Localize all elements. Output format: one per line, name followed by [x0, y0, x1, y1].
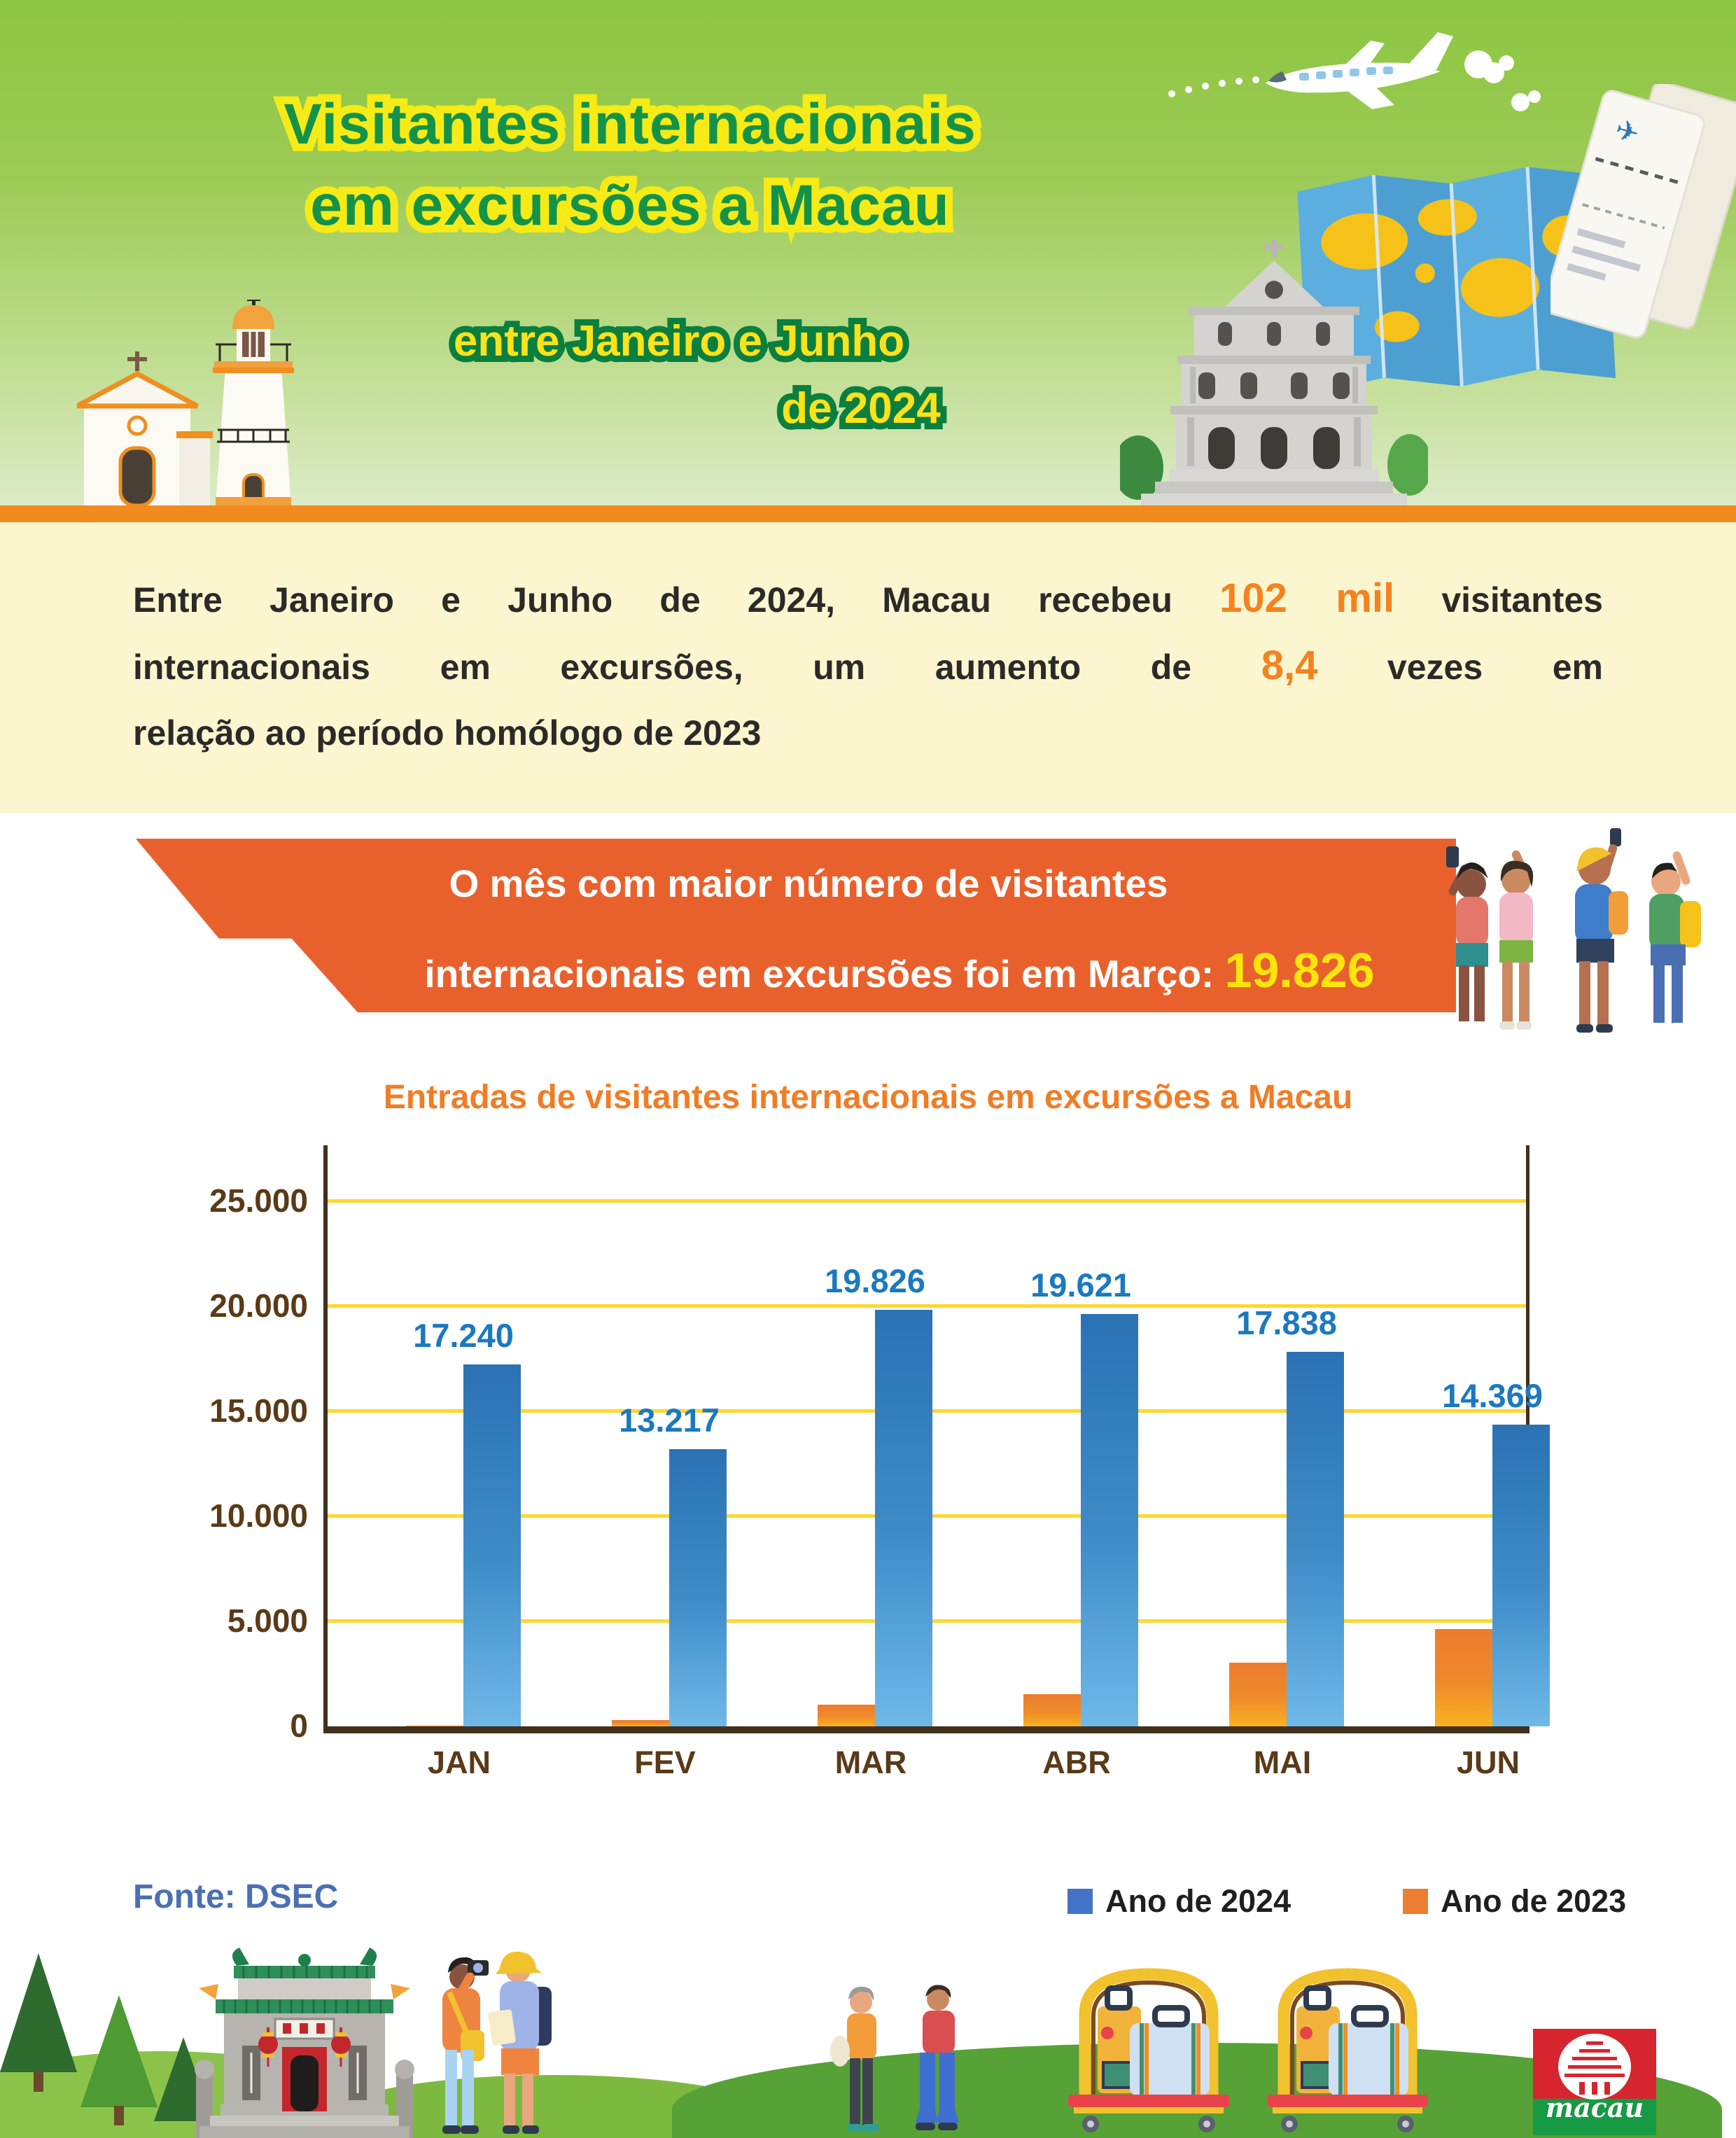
guia-lighthouse-icon — [77, 300, 294, 505]
gridline — [328, 1304, 1526, 1308]
bar-group: 17.838 — [1229, 1145, 1344, 1726]
ruins-of-st-paul-icon — [1120, 239, 1428, 505]
bar-value-label: 13.217 — [619, 1401, 720, 1439]
x-tick-label: MAR — [834, 1745, 907, 1780]
page-subtitle-line-2: de 2024 de 2024 — [775, 378, 947, 439]
y-tick-label: 10.000 — [209, 1497, 308, 1534]
y-tick-label: 15.000 — [209, 1392, 308, 1429]
bar-2024 — [463, 1364, 521, 1726]
y-axis-labels: 25.000 20.000 15.000 10.000 5.000 0 — [105, 1145, 308, 1744]
title-line-1: Visitantes internacionais Visitantes int… — [276, 85, 983, 164]
intro-line-2: internacionais em excursões, um aumento … — [133, 643, 1603, 688]
title-line-2: em excursões a Macau em excursões a Maca… — [302, 166, 956, 245]
bar-2023 — [1229, 1663, 1287, 1726]
legend-item-2024: Ano de 2024 — [1068, 1883, 1291, 1920]
x-tick-label: FEV — [634, 1745, 696, 1780]
bar-2023 — [1023, 1694, 1081, 1726]
legend-swatch-2024 — [1068, 1889, 1093, 1914]
orange-divider — [0, 505, 1736, 522]
legend-label-2023: Ano de 2023 — [1441, 1883, 1627, 1919]
bar-value-label: 19.826 — [825, 1262, 925, 1300]
bar-group: 14.369 — [1435, 1145, 1550, 1726]
source-label: Fonte: DSEC — [133, 1878, 339, 1915]
month-labels: JAN FEV MAR ABR MAI JUN — [323, 1745, 1522, 1787]
bar-2024 — [1081, 1314, 1138, 1726]
y-tick-label: 0 — [290, 1707, 308, 1744]
ama-temple-icon — [195, 1948, 414, 2138]
intro-line-3: relação ao período homólogo de 2023 — [133, 713, 762, 753]
intro-line-1: Entre Janeiro e Junho de 2024, Macau rec… — [133, 575, 1603, 621]
chart-legend: Ano de 2024 Ano de 2023 — [1068, 1883, 1626, 1920]
legend-label-2024: Ano de 2024 — [1105, 1883, 1292, 1919]
y-tick-label: 5.000 — [227, 1602, 308, 1639]
x-tick-label: JAN — [427, 1745, 491, 1780]
x-tick-label: MAI — [1253, 1745, 1312, 1780]
luggage-cart-icon — [1267, 1968, 1428, 2132]
bar-group: 17.240 — [406, 1145, 521, 1726]
page-title: Visitantes internacionais Visitantes int… — [77, 84, 1183, 246]
x-tick-label: JUN — [1456, 1745, 1520, 1780]
bar-2024 — [1287, 1351, 1344, 1726]
bar-group: 19.826 — [818, 1145, 932, 1726]
bar-2024 — [1492, 1424, 1550, 1726]
tourists-selfie-illustration — [1446, 828, 1701, 1033]
macau-logo: macau — [1533, 2029, 1656, 2135]
bar-2024 — [875, 1310, 932, 1726]
banner-highlight-value: 19.826 — [1224, 943, 1375, 998]
bar-group: 13.217 — [612, 1145, 727, 1726]
bar-value-label: 19.621 — [1030, 1266, 1131, 1304]
intro-section: Entre Janeiro e Junho de 2024, Macau rec… — [0, 522, 1736, 813]
banner-line-1: O mês com maior número de visitantes — [449, 862, 1168, 905]
bar-2023 — [1435, 1629, 1492, 1726]
legend-swatch-2023 — [1403, 1889, 1429, 1914]
highlight-102-mil: 102 mil — [1219, 575, 1395, 621]
y-tick-label: 20.000 — [209, 1287, 308, 1324]
bottom-illustration-strip: macau — [0, 1925, 1736, 2138]
highlight-banner: O mês com maior número de visitantes int… — [136, 839, 1456, 1012]
x-tick-label: ABR — [1042, 1745, 1111, 1780]
elderly-couple-icon — [830, 1985, 959, 2132]
intro-paragraph: Entre Janeiro e Junho de 2024, Macau rec… — [133, 566, 1603, 766]
luggage-cart-icon — [1068, 1968, 1229, 2132]
chart-plot: 17.240 13.217 19.826 19.621 17.838 14.369 — [323, 1145, 1550, 1733]
bar-value-label: 17.240 — [413, 1316, 514, 1354]
bar-value-label: 14.369 — [1442, 1376, 1543, 1414]
bar-2023 — [612, 1720, 669, 1726]
banner-line-2: internacionais em excursões foi em Março… — [424, 943, 1375, 998]
gridline — [328, 1199, 1526, 1203]
bar-group: 19.621 — [1023, 1145, 1138, 1726]
flight-tickets-icon: ✈ — [1550, 84, 1736, 339]
page-subtitle-line-1: entre Janeiro e Junho entre Janeiro e Ju… — [447, 311, 911, 372]
legend-item-2023: Ano de 2023 — [1403, 1883, 1626, 1920]
bar-2023 — [818, 1704, 875, 1726]
bar-value-label: 17.838 — [1236, 1304, 1337, 1341]
svg-text:macau: macau — [1546, 2092, 1644, 2123]
chart-title: Entradas de visitantes internacionais em… — [383, 1079, 1353, 1116]
y-tick-label: 25.000 — [209, 1182, 308, 1219]
tourist-pair-icon — [442, 1951, 552, 2134]
bar-2024 — [669, 1448, 727, 1726]
highlight-8-4: 8,4 — [1261, 643, 1318, 688]
airplane-icon — [1168, 32, 1541, 111]
header-section: ✈ — [0, 0, 1736, 505]
